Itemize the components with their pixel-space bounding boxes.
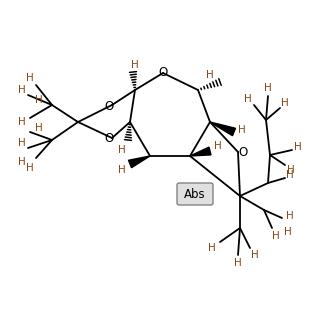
Text: Abs: Abs	[184, 188, 206, 201]
Text: H: H	[18, 117, 26, 127]
Text: H: H	[18, 138, 26, 148]
Text: O: O	[238, 145, 248, 158]
Text: O: O	[158, 66, 168, 80]
Text: H: H	[35, 123, 43, 133]
Text: H: H	[234, 258, 242, 268]
Text: H: H	[272, 231, 280, 241]
Text: H: H	[281, 98, 289, 108]
Text: H: H	[206, 70, 214, 80]
Text: H: H	[294, 142, 302, 152]
Text: H: H	[26, 163, 34, 173]
Text: H: H	[284, 227, 292, 237]
Text: H: H	[26, 73, 34, 83]
Text: H: H	[118, 165, 126, 175]
Text: O: O	[104, 133, 114, 145]
Text: H: H	[131, 60, 139, 70]
Text: H: H	[244, 94, 252, 104]
Text: H: H	[264, 83, 272, 93]
Polygon shape	[128, 156, 150, 168]
Text: H: H	[251, 250, 259, 260]
Polygon shape	[210, 122, 236, 136]
Text: H: H	[287, 165, 295, 175]
Polygon shape	[190, 147, 211, 156]
Text: H: H	[286, 170, 294, 180]
Text: O: O	[104, 100, 114, 113]
Text: H: H	[35, 95, 43, 105]
FancyBboxPatch shape	[177, 183, 213, 205]
Text: H: H	[214, 141, 222, 151]
Text: H: H	[118, 145, 126, 155]
Text: H: H	[18, 157, 26, 167]
Text: H: H	[208, 243, 216, 253]
Text: H: H	[238, 125, 246, 135]
Text: H: H	[286, 211, 294, 221]
Text: H: H	[18, 85, 26, 95]
